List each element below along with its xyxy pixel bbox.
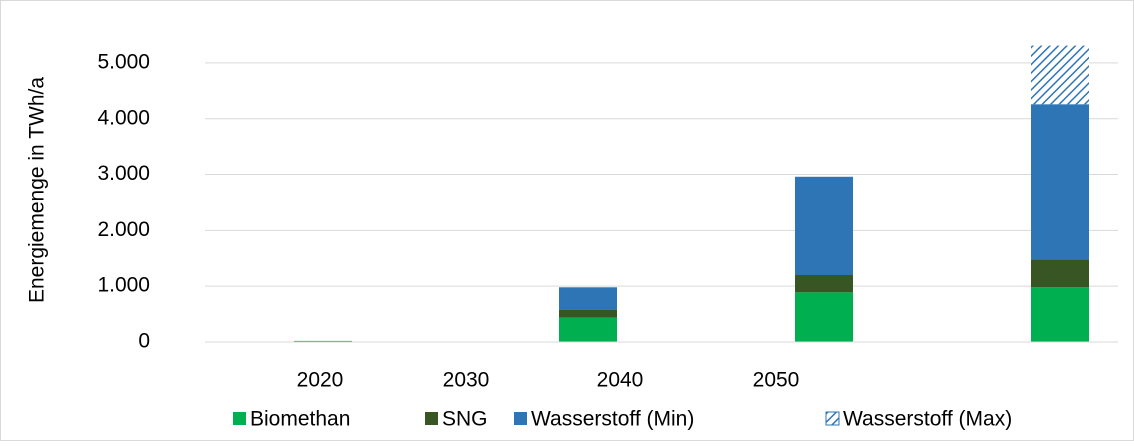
x-tick-label: 2020: [297, 369, 344, 392]
x-tick-label: 2030: [443, 369, 490, 392]
bar-segment: [1031, 259, 1089, 288]
bar-segment: [559, 287, 617, 310]
legend-swatch: [825, 411, 840, 426]
legend-swatch: [514, 412, 527, 425]
bar-segment: [559, 309, 617, 318]
legend-swatch: [233, 412, 246, 425]
x-tick-label: 2050: [753, 369, 800, 392]
legend-swatch: [425, 412, 438, 425]
y-tick-label: 3.000: [97, 162, 150, 185]
legend-label: SNG: [442, 408, 488, 431]
y-tick-label: 1.000: [97, 274, 150, 297]
bar-segment: [795, 275, 853, 293]
bar-segment: [1031, 104, 1089, 260]
y-tick-label: 5.000: [97, 50, 150, 73]
legend-label: Wasserstoff (Min): [531, 408, 694, 431]
bar-segment: [559, 317, 617, 342]
bar-segment: [795, 176, 853, 276]
x-tick-label: 2040: [597, 369, 644, 392]
y-axis-title: Energiemenge in TWh/a: [26, 77, 49, 303]
legend-label: Wasserstoff (Max): [843, 408, 1012, 431]
y-tick-label: 2.000: [97, 218, 150, 241]
bar-segment: [1031, 45, 1089, 105]
bar-segment: [795, 292, 853, 342]
bar-segment: [1031, 287, 1089, 342]
legend-label: Biomethan: [250, 408, 350, 431]
y-tick-label: 0: [138, 330, 150, 353]
y-tick-label: 4.000: [97, 106, 150, 129]
bar-segment: [294, 340, 352, 342]
